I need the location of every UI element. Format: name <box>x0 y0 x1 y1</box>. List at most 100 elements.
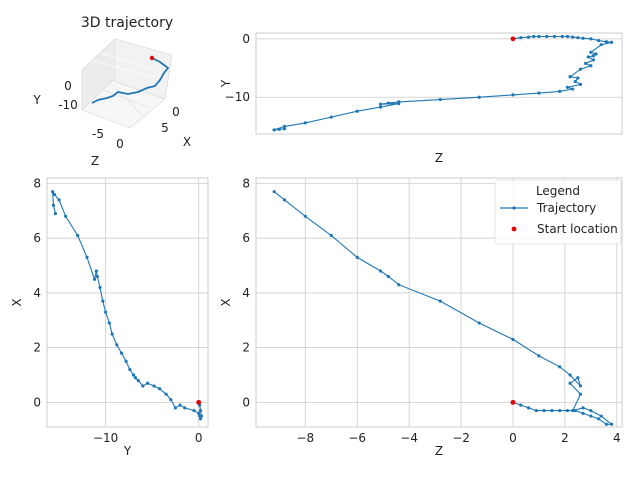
panel-y-x-trajectory-point <box>85 255 89 259</box>
panel-z-x-trajectory-point <box>542 408 546 413</box>
panel-z-y-trajectory-point <box>378 102 383 106</box>
panel-z-y-y-tick-label: 0 <box>242 32 250 46</box>
panel-y-x-trajectory-point <box>115 343 119 347</box>
panel-z-y-start-marker <box>510 36 516 42</box>
panel-y-x-trajectory-point <box>197 411 201 415</box>
panel-3d-grid-line <box>99 52 159 71</box>
panel-3d-y-tick-label: 0 <box>64 79 72 93</box>
panel-3d-side-pane <box>81 38 116 111</box>
panel-z-x-trajectory-point <box>477 321 481 325</box>
panel-z-y-trajectory-point <box>573 79 577 84</box>
panel-z-x-trajectory-point <box>589 414 593 418</box>
panel-y-x-trajectory-point <box>51 203 56 207</box>
legend-entry-label: Trajectory <box>536 201 596 215</box>
panel-z-y-trajectory-point <box>552 34 557 39</box>
panel-z-y-trajectory-point <box>589 64 593 68</box>
panel-y-x-axes-frame <box>46 177 209 428</box>
panel-y-x-trajectory-point <box>164 392 168 396</box>
panel-y-x-trajectory-point <box>53 211 57 216</box>
panel-z-x-trajectory-point <box>581 411 585 415</box>
panel-z-x-y-tick-label: 2 <box>242 341 250 355</box>
panel-y-x-trajectory-point <box>136 378 140 383</box>
panel-z-y-trajectory-point <box>571 35 575 39</box>
panel-z-y-trajectory-point <box>586 55 590 59</box>
panel-z-y-trajectory-point <box>329 115 333 119</box>
panel-z-y-y-axis-label: Y <box>219 79 233 88</box>
panel-z-x-x-tick-label: −2 <box>452 431 470 445</box>
panel-y-x-trajectory-point <box>173 406 178 410</box>
panel-z-x-trajectory-point <box>378 269 383 273</box>
panel-y-x-trajectory-point <box>133 376 138 380</box>
panel-z-x-y-tick-label: 6 <box>242 231 250 245</box>
panel-z-x-trajectory-point <box>303 214 307 218</box>
panel-y-x-trajectory-point <box>50 190 55 194</box>
panel-z-x-x-axis-label: Z <box>435 444 443 458</box>
legend-box <box>494 179 622 245</box>
panel-z-y-trajectory-point <box>277 127 281 131</box>
panel-z-x-trajectory-point <box>355 255 359 259</box>
panel-z-x-x-tick-label: 0 <box>509 431 517 445</box>
panel-z-x-trajectory-point <box>272 190 276 194</box>
legend-trajectory-swatch-point <box>512 206 516 210</box>
panel-3d-grid-line <box>105 77 146 119</box>
panel-z-y-trajectory-point <box>597 38 601 43</box>
panel-y-x-trajectory-point <box>64 214 68 218</box>
panel-3d-y-axis-label: Y <box>32 93 41 107</box>
panel-3d-trajectory-line <box>91 57 170 104</box>
panel-z-y-trajectory-point <box>282 124 287 129</box>
panel-3d-z-axis-label: Z <box>91 154 99 168</box>
panel-z-x-trajectory-point <box>519 403 523 407</box>
panel-z-x-trajectory-point <box>511 337 515 342</box>
panel-z-x-trajectory-point <box>329 233 333 238</box>
panel-z-y-trajectory-point <box>594 52 598 56</box>
panel-z-y-trajectory-point <box>558 89 562 93</box>
panel-z-x-trajectory-point <box>558 365 562 369</box>
panel-z-x-start-marker <box>510 399 516 405</box>
panel-y-x-trajectory-point <box>52 192 57 197</box>
panel-y-x-trajectory-point <box>183 406 187 410</box>
panel-y-x-y-tick-label: 6 <box>33 231 41 245</box>
panel-y-x-trajectory-point <box>158 387 162 391</box>
panel-z-x-trajectory-point <box>599 414 603 418</box>
panel-z-vs-x: −8 −6 −4 −2 0 2 4 0 2 4 6 8 Z X Legend Trajectory Start … <box>219 176 623 458</box>
panel-z-x-trajectory-point <box>604 422 609 426</box>
panel-z-x-trajectory-point <box>565 408 570 413</box>
panel-z-x-trajectory-point <box>576 376 580 380</box>
panel-z-y-trajectory-point <box>565 34 570 39</box>
panel-z-y-trajectory-point <box>519 36 523 40</box>
panel-3d-x-axis-label: X <box>183 135 191 149</box>
panel-z-y-trajectory-point <box>571 87 575 91</box>
panel-y-x-trajectory-point <box>198 414 202 418</box>
panel-z-x-trajectory-point <box>578 384 583 388</box>
panel-3d-grid-line <box>91 59 151 78</box>
panel-3d-x-tick-label: 5 <box>161 121 169 135</box>
panel-z-y-trajectory-point <box>578 67 583 71</box>
panel-z-y-trajectory-point <box>397 102 401 106</box>
panel-3d-z-tick-label: 0 <box>116 137 124 151</box>
panel-z-y-trajectory-point <box>591 58 596 62</box>
panel-z-x-trajectory-point <box>610 422 614 426</box>
panel-z-x-x-tick-label: −6 <box>348 431 366 445</box>
legend-start-swatch <box>511 226 517 232</box>
panel-z-y-trajectory-point <box>545 34 549 39</box>
panel-z-x-x-tick-label: 2 <box>561 431 569 445</box>
panel-3d-title: 3D trajectory <box>81 15 173 31</box>
legend-title: Legend <box>536 184 580 198</box>
panel-y-x-y-axis-label: X <box>10 298 24 306</box>
panel-z-x-trajectory-point <box>550 408 554 413</box>
panel-z-y-trajectory-point <box>526 35 531 39</box>
panel-3d-x-tick-label: 0 <box>172 105 180 119</box>
panel-y-x-trajectory-point <box>98 285 102 290</box>
panel-z-y-trajectory-point <box>477 95 481 99</box>
panel-z-y-trajectory-point <box>438 97 442 102</box>
panel-z-x-trajectory-point <box>534 408 538 413</box>
panel-3d-y-tick-label: -10 <box>58 98 78 112</box>
panel-y-x-trajectory-point <box>145 381 150 385</box>
panel-z-x-x-tick-label: 4 <box>613 431 621 445</box>
panel-y-x-trajectory-point <box>128 367 132 372</box>
panel-z-x-x-tick-label: −8 <box>296 431 314 445</box>
panel-z-x-trajectory-point <box>581 406 585 410</box>
panel-z-x-x-tick-label: −4 <box>400 431 418 445</box>
panel-y-x-trajectory-point <box>110 332 114 336</box>
